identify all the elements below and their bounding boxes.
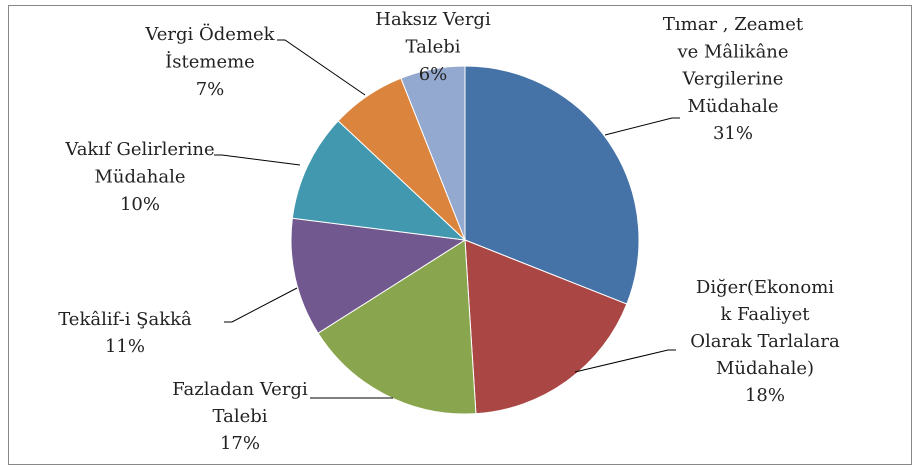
slice-value-label: 17% (220, 433, 260, 454)
pie-slice (290, 217, 467, 334)
slice-value-label: 31% (713, 123, 753, 144)
slice-value-label: 11% (105, 336, 145, 357)
slice-value-label: 6% (419, 64, 448, 85)
pie-slice (464, 65, 640, 305)
leader-line (574, 349, 676, 373)
leader-line (224, 287, 298, 323)
slice-label: Vergi Ödemek İstememe (144, 22, 275, 73)
slice-label: Tekâlif-i Şakkâ (58, 309, 192, 330)
slice-value-label: 18% (745, 385, 785, 406)
slice-label: Vakıf Gelirlerine Müdahale (64, 139, 214, 188)
slice-value-label: 10% (120, 194, 160, 215)
pie-slice (291, 120, 467, 241)
leader-line (214, 154, 301, 166)
leader-line (604, 117, 680, 136)
slice-label: Fazladan Vergi Talebi (172, 379, 308, 427)
leader-line (277, 39, 366, 96)
pie-slice (464, 239, 628, 415)
pie-slice (400, 65, 466, 241)
slice-label: Haksız Vergi Talebi (375, 9, 491, 58)
slice-value-label: 7% (196, 79, 225, 100)
slice-label: Tımar , Zeamet ve Mâlikâne Vergilerine Müda… (663, 14, 804, 117)
pie-slice (317, 239, 477, 415)
slice-label: Diğer(Ekonomi k Faaliyet Olarak Tarlalara M… (690, 277, 840, 379)
